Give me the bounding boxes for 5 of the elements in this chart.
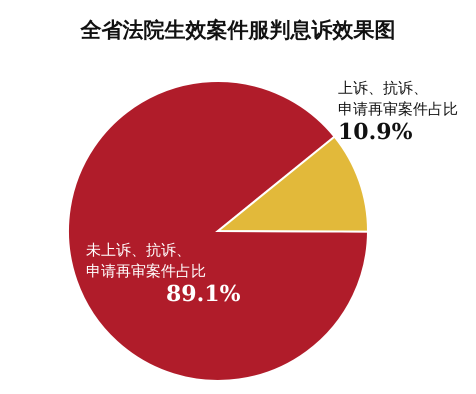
slice-label: 未上诉、抗诉、申请再审案件占比 <box>86 240 207 282</box>
data-label: 89.1% <box>166 281 240 307</box>
slice-label: 上诉、抗诉、申请再审案件占比 <box>338 78 458 120</box>
data-label: 10.9% <box>338 119 414 145</box>
chart-title: 全省法院生效案件服判息诉效果图 <box>79 17 396 44</box>
